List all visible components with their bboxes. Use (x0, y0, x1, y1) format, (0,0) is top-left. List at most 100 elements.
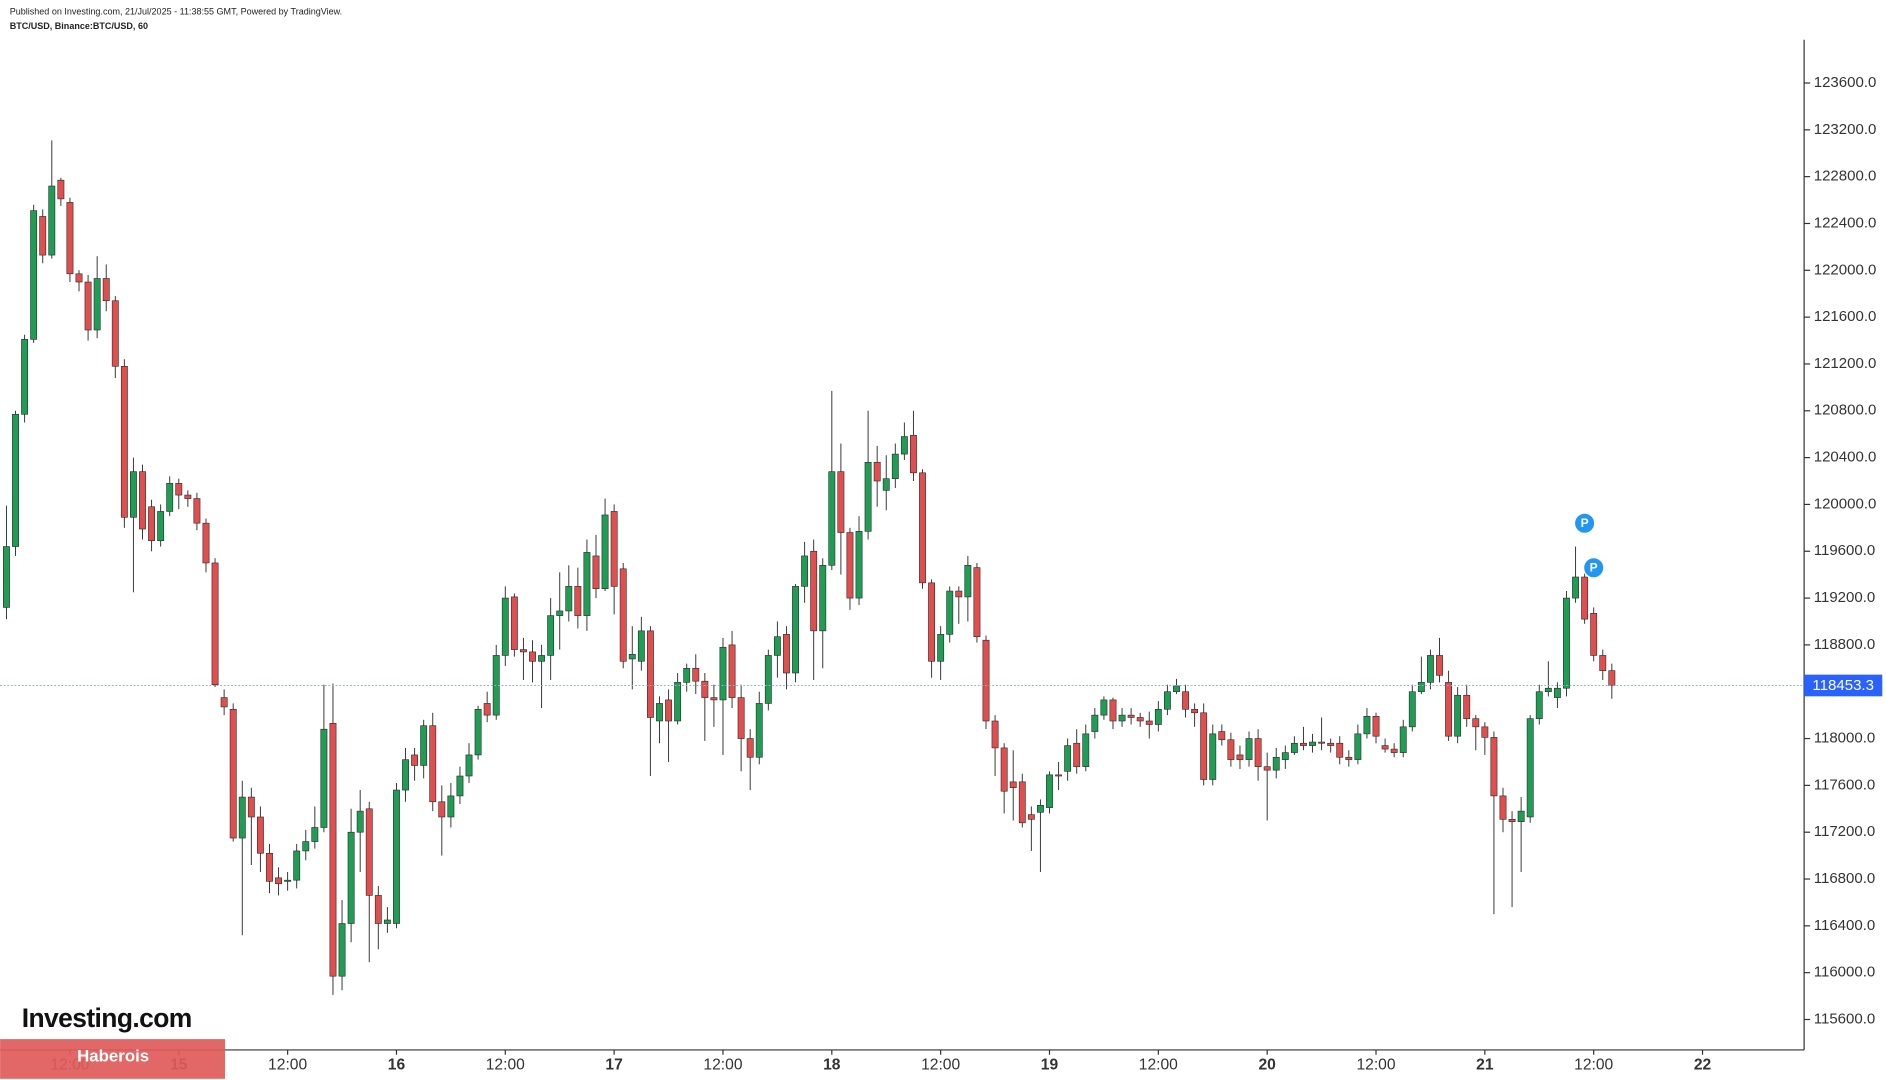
candle-body (1417, 682, 1425, 693)
candle-body (1145, 720, 1153, 725)
candle-body (1381, 745, 1389, 750)
candle-body (628, 653, 636, 660)
candle-body (1290, 742, 1298, 753)
y-tick-label: 116800.0 (1814, 870, 1876, 887)
candle-body (719, 646, 727, 701)
candle-body (1517, 810, 1525, 822)
candle-body (184, 494, 192, 499)
candle-body (1454, 694, 1462, 737)
candle-body (1036, 804, 1044, 813)
current-price-tag (1804, 674, 1883, 697)
candle-body (1535, 691, 1543, 719)
candle-body (891, 453, 899, 479)
candle-body (1236, 754, 1244, 760)
candle-body (139, 471, 146, 530)
candle-body (1182, 691, 1189, 710)
candle-body (1118, 714, 1126, 722)
y-tick-label: 122400.0 (1814, 214, 1877, 231)
candle-body (1599, 655, 1607, 671)
candle-body (39, 216, 47, 256)
candle-body (1091, 714, 1099, 732)
candle-body (1318, 741, 1326, 744)
candle-body (1508, 819, 1516, 822)
y-tick-label: 121600.0 (1814, 308, 1877, 325)
candle-body (402, 759, 409, 791)
candle-body (792, 586, 799, 674)
candle-body (3, 546, 10, 608)
candle-body (1408, 691, 1416, 728)
candle-body (1018, 781, 1026, 824)
candle-body (93, 278, 101, 331)
y-tick-label: 123200.0 (1814, 121, 1877, 138)
y-tick-label: 120400.0 (1814, 449, 1877, 466)
candle-body (1263, 766, 1271, 771)
candle-body (320, 728, 328, 828)
candle-body (1009, 781, 1017, 789)
x-tick-label: 12:00 (1574, 1057, 1613, 1074)
candle-body (247, 796, 255, 818)
candle-body (229, 708, 237, 839)
y-tick-label: 120800.0 (1814, 402, 1877, 419)
watermark: Haberois (77, 1047, 149, 1066)
candle-body (937, 634, 945, 662)
candle-body (1608, 670, 1616, 686)
candle-body (1581, 576, 1589, 620)
candle-body (57, 179, 65, 200)
candle-body (683, 668, 691, 683)
y-tick-label: 123600.0 (1814, 74, 1877, 91)
candle-body (773, 636, 781, 656)
candle-body (1109, 699, 1117, 722)
plot (3, 140, 1616, 995)
candle-body (1363, 716, 1371, 735)
candle-body (1590, 612, 1598, 656)
candle-body (1154, 708, 1162, 725)
candle-body (66, 202, 74, 275)
y-tick-label: 122000.0 (1814, 261, 1877, 278)
x-tick-label: 12:00 (268, 1057, 307, 1074)
candle-body (828, 471, 836, 566)
candle-body (75, 273, 83, 283)
x-tick-label: 21 (1476, 1057, 1494, 1074)
x-tick-label: 12:00 (703, 1057, 742, 1074)
candle-body (755, 703, 763, 758)
candle-body (1336, 742, 1344, 758)
candle-body (665, 699, 672, 722)
candle-body (1127, 714, 1135, 718)
y-tick-label: 121200.0 (1814, 355, 1877, 372)
chart-title: BTC/USD, Binance:BTC/USD, 60 (10, 21, 148, 31)
y-tick-label: 119200.0 (1814, 589, 1876, 606)
candle-body (746, 738, 754, 758)
candle-body (737, 697, 745, 739)
candle-body (193, 498, 201, 524)
candle-body (1046, 774, 1053, 808)
y-tick-label: 119600.0 (1814, 542, 1876, 559)
candle-body (1136, 717, 1144, 722)
candle-body (919, 472, 926, 584)
candle-body (48, 185, 56, 256)
candle-body (646, 630, 654, 718)
candle-body (619, 568, 627, 662)
y-tick-label: 118000.0 (1814, 730, 1876, 747)
candle-body (810, 550, 818, 632)
marker (1573, 512, 1596, 535)
y-tick-label: 118800.0 (1814, 636, 1876, 653)
candle-body (120, 365, 128, 518)
candle-body (1281, 752, 1289, 760)
candle-body (592, 555, 600, 590)
candle-body (393, 789, 400, 924)
candle-body (1572, 576, 1579, 599)
candle-body (900, 436, 908, 455)
candle-body (148, 506, 156, 542)
candle-body (1163, 691, 1171, 710)
marker (1582, 556, 1605, 579)
candle-body (1073, 742, 1081, 767)
candle-body (1463, 694, 1471, 719)
candle-body (501, 597, 509, 656)
candle-body (565, 586, 573, 612)
watermark-box (0, 1039, 226, 1079)
candle-body (837, 471, 845, 533)
candle-body (211, 562, 219, 686)
candle-body (275, 877, 282, 885)
